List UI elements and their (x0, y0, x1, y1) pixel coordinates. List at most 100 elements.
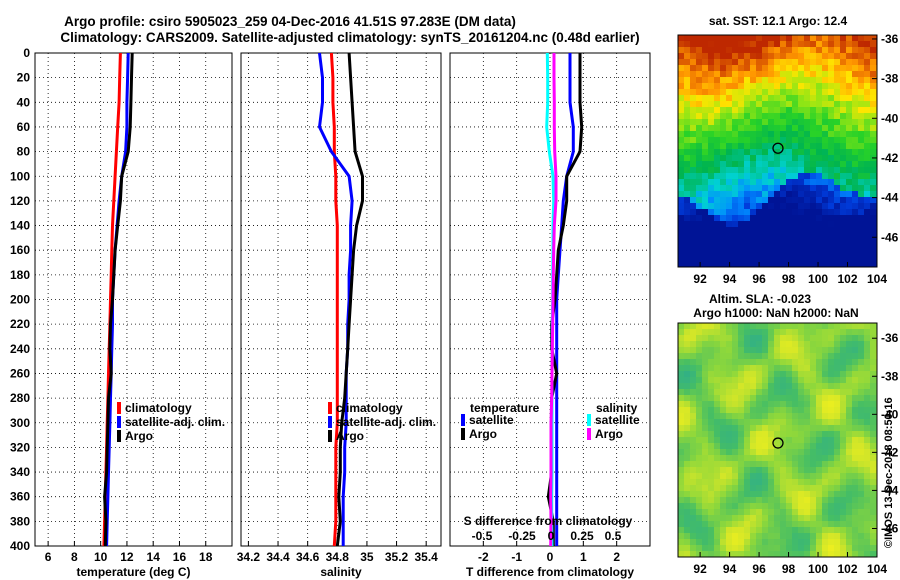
x-tick-label: 1 (580, 550, 587, 564)
depth-tick-label: 280 (10, 391, 30, 405)
legend-swatch-s-0 (587, 414, 591, 426)
x-tick-label: -1 (511, 550, 522, 564)
legend-swatch-0 (328, 402, 332, 414)
depth-tick-label: 80 (17, 145, 31, 159)
x-tick-label: 18 (199, 550, 213, 564)
legend-swatch-2 (328, 430, 332, 442)
depth-tick-label: 140 (10, 219, 30, 233)
x-axis-label: salinity (320, 565, 362, 579)
x-tick-label: 34.2 (237, 550, 261, 564)
legend-label-t-0: satellite (469, 413, 514, 427)
title-line-2: Climatology: CARS2009. Satellite-adjuste… (60, 30, 639, 45)
x-tick-label: 34.8 (326, 550, 350, 564)
argo-location-marker (772, 142, 784, 154)
map-y-tick-label: -42 (881, 151, 899, 165)
legend-swatch-t-1 (461, 428, 465, 440)
depth-tick-label: 320 (10, 440, 30, 454)
sla-map-subtitle: Argo h1000: NaN h2000: NaN (693, 306, 858, 320)
x-axis-label-2: S difference from climatology (464, 514, 633, 528)
title-line-1: Argo profile: csiro 5905023_259 04-Dec-2… (64, 14, 516, 29)
x2-tick-label: 0.25 (570, 529, 594, 543)
x-tick-label: -2 (478, 550, 489, 564)
series-line-2 (103, 52, 134, 547)
difference-panel: -2 -1 0 1 2T difference from climatology temp… (449, 52, 651, 579)
map-x-tick-label: 104 (867, 272, 887, 286)
sla-map-title: Altim. SLA: -0.023 (709, 292, 811, 306)
x2-tick-label: -0.5 (472, 529, 493, 543)
map-y-tick-label: -40 (881, 407, 899, 421)
legend-label-s-1: Argo (595, 427, 623, 441)
map-y-tick-label: -38 (881, 369, 899, 383)
legend-swatch-0 (117, 402, 121, 414)
map-x-tick-label: 104 (867, 562, 887, 576)
x-tick-label: 16 (173, 550, 187, 564)
depth-tick-label: 400 (10, 539, 30, 553)
legend-title-salinity: salinity (596, 401, 638, 415)
depth-tick-label: 300 (10, 416, 30, 430)
depth-tick-label: 0 (23, 46, 30, 60)
legend-swatch-1 (117, 416, 121, 428)
legend-swatch-2 (117, 430, 121, 442)
map-x-tick-label: 98 (782, 272, 796, 286)
map-x-tick-label: 98 (782, 562, 796, 576)
map-y-tick-label: -46 (881, 521, 899, 535)
map-x-tick-label: 92 (693, 272, 707, 286)
map-y-tick-label: -38 (881, 72, 899, 86)
x-tick-label: 34.4 (266, 550, 290, 564)
x-tick-label: 2 (613, 550, 620, 564)
x-tick-label: 35.2 (385, 550, 409, 564)
map-x-tick-label: 94 (723, 272, 737, 286)
watermark: ©IMOS 13-Dec-2018 08:50:16 (883, 397, 895, 548)
temperature-panel: 0 20 40 60 80 100 120 140 160 180 200 220 240 260 280 3… (10, 46, 233, 579)
series-line-2 (335, 52, 364, 547)
salinity-panel: 34.2 34.4 34.6 34.8 35 35.2 35.4 salinity climat… (237, 52, 442, 579)
map-x-tick-label: 94 (723, 562, 737, 576)
map-x-tick-label: 96 (752, 562, 766, 576)
x-axis-label: temperature (deg C) (76, 565, 190, 579)
series-line-3 (549, 53, 558, 547)
map-y-tick-label: -46 (881, 230, 899, 244)
x-tick-label: 6 (45, 550, 52, 564)
map-y-tick-label: -36 (881, 32, 899, 46)
legend-label-2: Argo (125, 429, 153, 443)
legend-label-2: Argo (336, 429, 364, 443)
x-tick-label: 10 (94, 550, 108, 564)
depth-tick-label: 100 (10, 169, 30, 183)
map-frame (677, 34, 878, 268)
depth-tick-label: 20 (17, 71, 31, 85)
depth-tick-label: 160 (10, 243, 30, 257)
map-x-tick-label: 102 (838, 562, 858, 576)
x2-tick-label: 0 (548, 529, 555, 543)
depth-tick-label: 60 (17, 120, 31, 134)
x2-tick-label: 0.5 (605, 529, 622, 543)
depth-tick-label: 180 (10, 268, 30, 282)
x-tick-label: 8 (71, 550, 78, 564)
depth-tick-label: 360 (10, 490, 30, 504)
x-tick-label: 34.6 (296, 550, 320, 564)
heatmap-cells (678, 35, 878, 268)
series-line-0 (555, 53, 575, 546)
legend-label-1: satellite-adj. clim. (125, 415, 225, 429)
x-tick-label: 12 (120, 550, 134, 564)
depth-tick-label: 200 (10, 293, 30, 307)
map-y-tick-label: -44 (881, 191, 899, 205)
map-x-tick-label: 100 (808, 562, 828, 576)
map-frame (677, 322, 878, 558)
map-x-tick-label: 100 (808, 272, 828, 286)
sst-map-title: sat. SST: 12.1 Argo: 12.4 (709, 14, 848, 28)
series-line-0 (329, 52, 339, 547)
x-tick-label: 35.4 (415, 550, 439, 564)
legend-title-temperature: temperature (470, 401, 540, 415)
x2-tick-label: -0.25 (508, 529, 536, 543)
legend-label-s-0: satellite (595, 413, 640, 427)
map-y-tick-label: -40 (881, 111, 899, 125)
x-axis-label: T difference from climatology (466, 565, 634, 579)
legend-label-t-1: Argo (469, 427, 497, 441)
legend-label-0: climatology (336, 401, 403, 415)
depth-tick-label: 220 (10, 317, 30, 331)
x-tick-label: 35 (360, 550, 374, 564)
depth-tick-label: 340 (10, 465, 30, 479)
depth-tick-label: 380 (10, 514, 30, 528)
sst-map-panel: 92 94 96 98 100 102 104 -36 -38 -40 -42 -44 -46 sat. … (677, 14, 899, 286)
